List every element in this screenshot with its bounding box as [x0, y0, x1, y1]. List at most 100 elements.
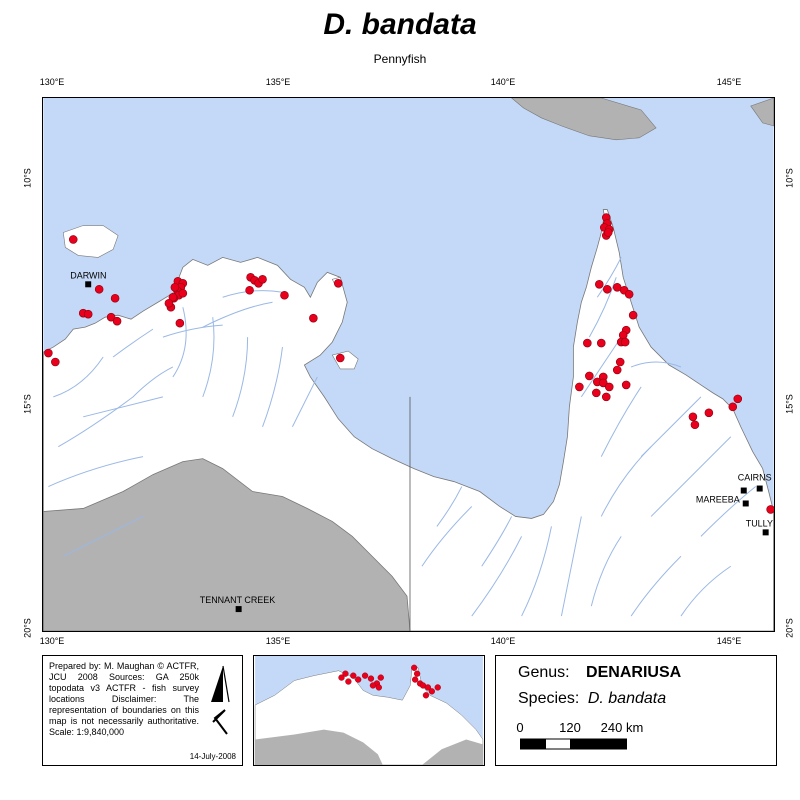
credits-text: Prepared by: M. Maughan © ACTFR, JCU 200… — [49, 661, 199, 737]
record-point-6 — [106, 312, 116, 322]
edge-marker — [740, 487, 747, 494]
genus-row: Genus: DENARIUSA — [518, 664, 681, 682]
record-point-21 — [170, 283, 180, 292]
scale-bar — [520, 738, 627, 750]
record-point-42 — [628, 310, 638, 320]
record-point-59 — [601, 392, 611, 402]
inset-record-point-17 — [424, 684, 432, 691]
lat-tick-10-left: 10°S — [22, 168, 33, 188]
inset-record-point-2 — [342, 670, 349, 677]
map-subtitle: Pennyfish — [373, 52, 427, 66]
record-point-16 — [178, 288, 188, 298]
record-point-53 — [575, 382, 584, 392]
lon-tick-135-top: 135°E — [265, 77, 291, 87]
record-point-5 — [83, 309, 93, 319]
inset-record-point-9 — [377, 674, 384, 681]
genus-label: Genus: — [518, 664, 570, 681]
record-point-18 — [175, 318, 185, 328]
record-point-25 — [258, 275, 267, 284]
cairns-marker — [756, 485, 763, 492]
inset-record-point-19 — [434, 684, 441, 691]
tennant-creek-label: TENNANT CREEK — [200, 595, 275, 605]
inset-map[interactable] — [253, 655, 485, 766]
record-point-19 — [168, 292, 178, 302]
record-layer — [44, 213, 774, 514]
species-label: Species: — [518, 690, 580, 707]
genus-panel: Genus: DENARIUSA Species: D. bandata — [495, 655, 777, 766]
inset-record-point-10 — [369, 682, 377, 689]
inset-record-layer — [338, 664, 441, 699]
inset-record-point-12 — [411, 664, 418, 671]
lon-tick-145-bottom: 145°E — [716, 636, 742, 646]
scale-label-120: 120 — [559, 720, 581, 735]
record-point-65 — [766, 505, 774, 514]
species-value: D. bandata — [587, 690, 667, 707]
record-point-27 — [280, 290, 289, 300]
record-point-36 — [603, 228, 613, 237]
record-point-9 — [51, 357, 60, 367]
record-point-50 — [612, 365, 622, 375]
lat-tick-20-right: 20°S — [784, 618, 795, 638]
record-point-28 — [333, 279, 343, 288]
lon-tick-140-bottom: 140°E — [490, 636, 516, 646]
darwin-marker — [85, 281, 92, 288]
scale-label-240: 240 km — [600, 720, 644, 735]
record-point-60 — [688, 412, 698, 422]
record-point-1 — [68, 235, 78, 244]
inset-record-point-14 — [412, 676, 419, 683]
record-point-3 — [110, 293, 120, 303]
record-point-58 — [592, 388, 601, 398]
record-point-46 — [620, 337, 630, 347]
record-point-49 — [615, 357, 625, 367]
inset-record-point-18 — [428, 688, 435, 695]
new-guinea-landmass — [511, 98, 657, 141]
new-guinea-east — [750, 98, 774, 127]
inset-record-point-13 — [413, 670, 421, 677]
lon-tick-130-bottom: 130°E — [39, 636, 65, 646]
record-point-30 — [335, 353, 345, 363]
record-point-29 — [309, 313, 318, 323]
genus-value: DENARIUSA — [586, 664, 682, 681]
inset-outside-region — [255, 729, 383, 765]
inset-qld-south — [422, 739, 483, 765]
lat-tick-15-left: 15°S — [22, 394, 33, 414]
mareeba-marker — [742, 500, 749, 507]
lon-tick-145-top: 145°E — [716, 77, 742, 87]
inset-record-point-11 — [375, 684, 382, 691]
lon-tick-130-top: 130°E — [39, 77, 65, 87]
record-point-8 — [44, 348, 53, 358]
credits-date: 14-July-2008 — [189, 752, 236, 761]
map-title: D. bandata — [323, 8, 477, 41]
record-point-7 — [112, 316, 122, 326]
inset-record-point-6 — [361, 672, 369, 679]
tully-marker — [762, 529, 769, 536]
record-point-47 — [583, 338, 592, 348]
record-point-38 — [602, 284, 612, 294]
record-point-37 — [595, 280, 604, 289]
inset-record-point-4 — [350, 672, 357, 679]
record-point-26 — [245, 285, 254, 295]
record-point-57 — [621, 380, 631, 390]
outside-region — [43, 458, 411, 631]
inset-record-point-3 — [345, 678, 352, 685]
melville-island — [62, 225, 119, 258]
inset-record-point-7 — [367, 675, 375, 682]
record-point-55 — [598, 378, 608, 388]
record-point-56 — [604, 382, 614, 392]
credits-panel: Prepared by: M. Maughan © ACTFR, JCU 200… — [42, 655, 243, 766]
darwin-label: DARWIN — [70, 270, 106, 280]
tennant-creek-marker — [235, 606, 242, 613]
lon-tick-140-top: 140°E — [490, 77, 516, 87]
record-point-48 — [596, 338, 606, 348]
distribution-map[interactable]: DARWIN TENNANT CREEK CAIRNS MAREEBA TULL… — [42, 97, 775, 632]
record-point-41 — [624, 289, 634, 299]
river-network — [48, 257, 757, 617]
lat-tick-20-left: 20°S — [22, 618, 33, 638]
cairns-label: CAIRNS — [738, 473, 772, 483]
record-point-52 — [585, 371, 594, 381]
record-point-63 — [728, 402, 738, 412]
record-point-64 — [733, 394, 743, 404]
inset-record-point-1 — [338, 674, 345, 681]
tully-label: TULLY — [746, 518, 773, 528]
mareeba-label: MAREEBA — [696, 494, 740, 504]
